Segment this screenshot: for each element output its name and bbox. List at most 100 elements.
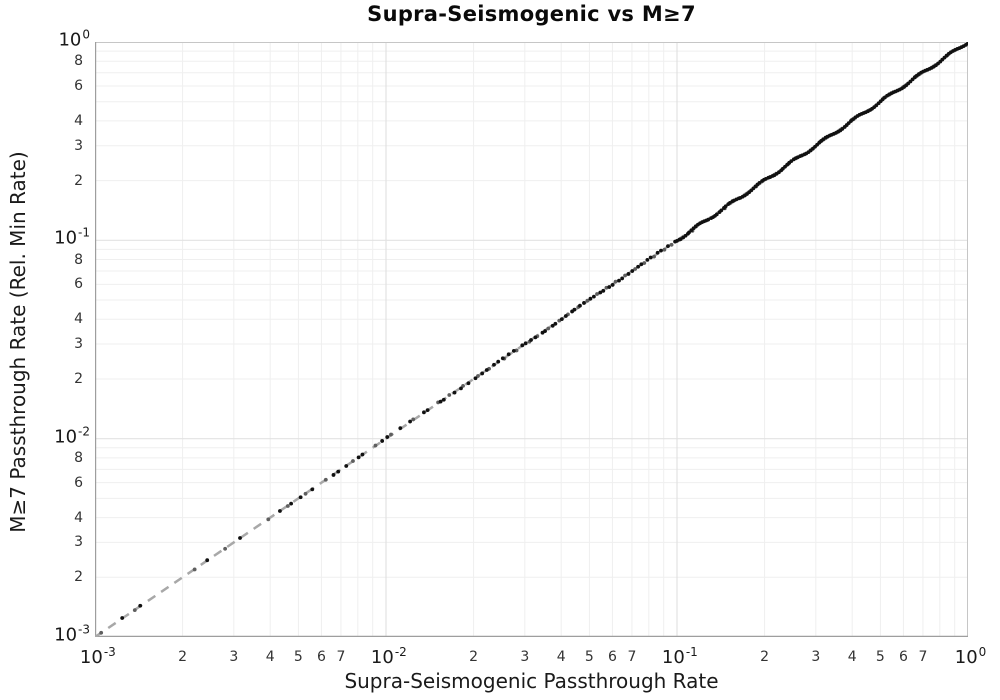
tick-label: 4 — [556, 649, 566, 665]
data-point — [373, 443, 378, 448]
chart-title: Supra-Seismogenic vs M≥7 — [367, 2, 696, 26]
data-point — [411, 417, 416, 422]
tick-label: 2 — [74, 172, 83, 189]
tick-label: 4 — [74, 509, 83, 526]
data-point — [617, 278, 621, 283]
data-point — [441, 397, 446, 402]
data-point — [645, 257, 650, 262]
y-axis-title: M≥7 Passthrough Rate (Rel. Min Rate) — [6, 151, 30, 533]
data-point — [757, 180, 762, 185]
tick-label: 10-1 — [54, 225, 90, 249]
data-point — [601, 288, 606, 293]
data-point — [99, 630, 104, 635]
tick-label: 4 — [847, 649, 857, 665]
data-point — [480, 371, 485, 376]
tick-label: 6 — [607, 649, 617, 665]
data-point — [610, 283, 615, 287]
data-point — [298, 495, 303, 500]
data-point — [598, 290, 603, 295]
data-point — [966, 42, 968, 46]
tick-label: 6 — [316, 649, 326, 665]
data-point — [344, 464, 349, 468]
tick-label: 5 — [293, 649, 303, 665]
data-point — [591, 294, 596, 299]
tick-label: 100 — [58, 27, 90, 51]
data-point — [523, 341, 528, 346]
data-point — [529, 338, 533, 342]
data-point — [285, 504, 290, 508]
tick-label: 4 — [74, 112, 83, 129]
data-point — [138, 603, 143, 608]
tick-label: 2 — [74, 370, 83, 387]
tick-label: 7 — [627, 649, 637, 665]
data-point — [323, 477, 328, 482]
tick-label: 3 — [74, 534, 83, 551]
tick-label: 10-2 — [370, 645, 407, 668]
data-point — [582, 301, 586, 305]
tick-label: 6 — [898, 649, 908, 665]
data-point — [303, 491, 308, 496]
data-point — [492, 362, 496, 367]
data-point — [466, 381, 471, 386]
data-point — [408, 419, 412, 424]
data-point — [613, 279, 618, 284]
data-point — [578, 303, 582, 308]
data-point — [543, 329, 547, 333]
tick-label: 5 — [584, 649, 594, 665]
data-point — [620, 276, 625, 281]
data-point — [351, 459, 355, 463]
tick-label: 2 — [760, 649, 770, 665]
data-point — [546, 326, 551, 331]
tick-label: 7 — [336, 649, 346, 665]
data-point — [389, 432, 393, 437]
data-point — [563, 314, 568, 318]
data-point — [604, 285, 609, 290]
tick-label: 8 — [74, 449, 83, 466]
tick-label: 100 — [954, 645, 987, 668]
data-point — [425, 408, 430, 413]
data-point — [500, 356, 505, 361]
tick-label: 10-3 — [54, 622, 90, 646]
tick-label: 10-2 — [54, 424, 90, 448]
data-point — [205, 558, 210, 563]
data-point — [662, 247, 667, 252]
data-point — [636, 264, 640, 269]
tick-label: 10-3 — [79, 645, 116, 668]
data-point — [192, 567, 197, 572]
data-point — [659, 248, 663, 253]
data-point — [719, 208, 724, 213]
data-point — [655, 250, 660, 255]
tick-label: 6 — [74, 276, 83, 293]
data-point — [459, 386, 463, 391]
data-point — [607, 285, 612, 289]
plot-area — [95, 42, 968, 637]
data-point — [520, 343, 525, 348]
tick-label: 7 — [918, 649, 928, 665]
data-point — [452, 390, 457, 395]
data-point — [550, 323, 555, 328]
data-point — [506, 352, 511, 357]
data-point — [652, 254, 656, 259]
data-point — [238, 536, 242, 540]
data-point — [476, 374, 480, 378]
data-point — [278, 509, 282, 513]
tick-label: 6 — [74, 78, 83, 94]
data-point — [633, 267, 638, 271]
tick-label: 4 — [74, 311, 83, 328]
tick-label: 3 — [811, 649, 821, 665]
data-point — [559, 317, 564, 322]
data-point — [120, 616, 125, 620]
data-point — [385, 435, 390, 439]
tick-label: 3 — [74, 336, 83, 353]
data-point — [289, 501, 294, 506]
data-point — [422, 410, 426, 415]
tick-label: 3 — [520, 649, 530, 665]
data-point — [706, 217, 711, 222]
data-point — [639, 262, 644, 267]
data-point — [484, 368, 489, 372]
tick-label: 3 — [74, 137, 83, 154]
data-point — [310, 487, 315, 492]
data-point — [360, 452, 365, 457]
data-point — [461, 383, 465, 388]
